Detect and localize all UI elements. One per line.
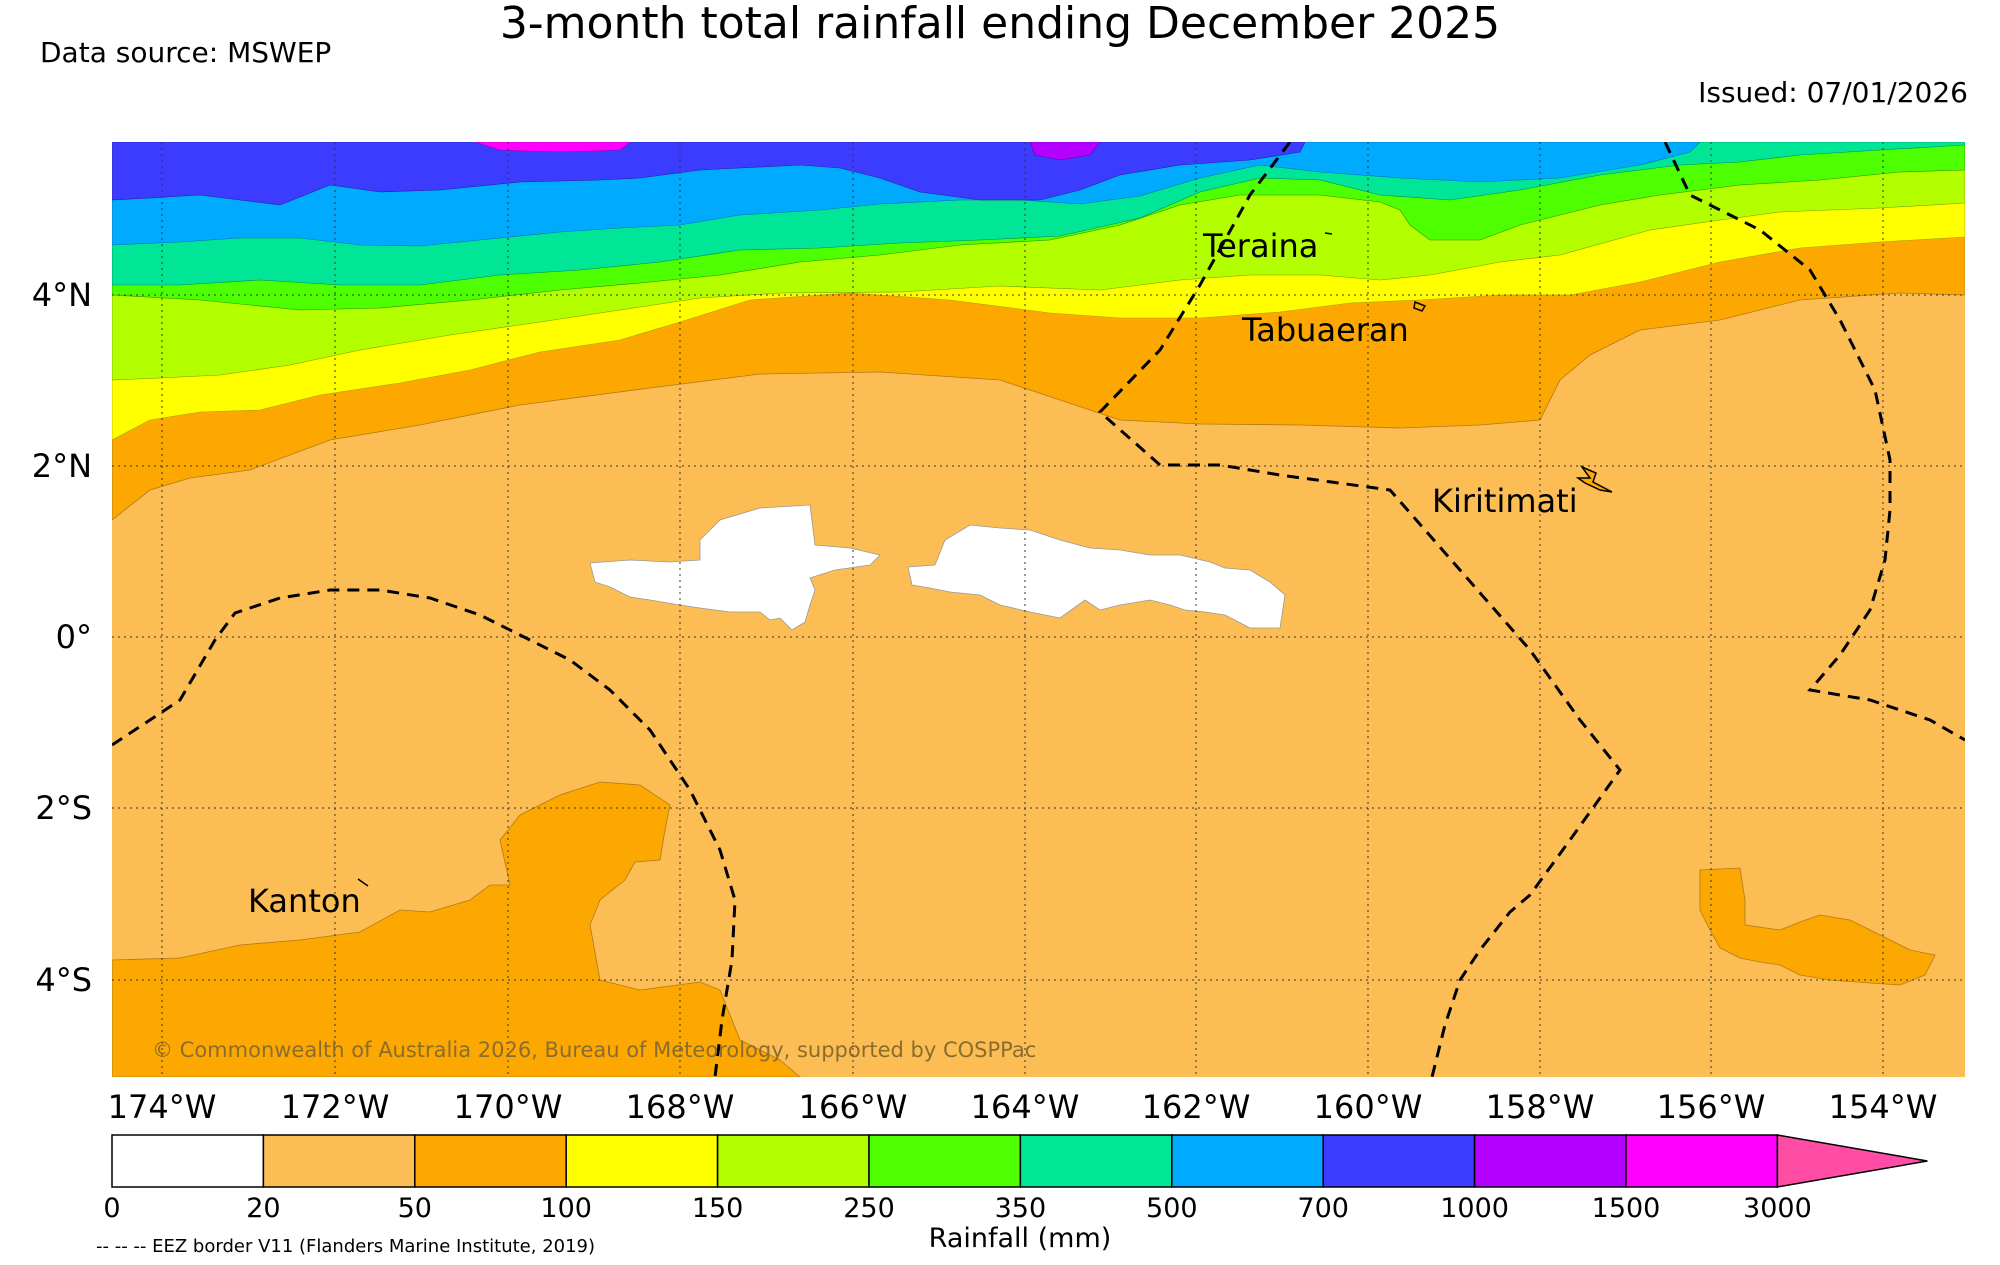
colorbar-tick-3: 100 xyxy=(540,1193,592,1224)
colorbar-box-8 xyxy=(1322,1134,1476,1188)
colorbar-tick-1: 20 xyxy=(246,1193,280,1224)
lon-label-168w: 168°W xyxy=(626,1088,735,1126)
lat-label-2s: 2°S xyxy=(35,789,92,827)
colorbar-box-1 xyxy=(262,1134,416,1188)
band-50-100-east xyxy=(1699,867,1936,986)
lat-label-2n: 2°N xyxy=(32,447,92,485)
lon-label-166w: 166°W xyxy=(799,1088,908,1126)
eez-footnote: -- -- -- EEZ border V11 (Flanders Marine… xyxy=(96,1236,596,1257)
colorbar-tick-5: 250 xyxy=(843,1193,895,1224)
place-kiritimati: Kiritimati xyxy=(1432,482,1578,520)
lon-label-164w: 164°W xyxy=(971,1088,1080,1126)
colorbar-box-7 xyxy=(1171,1134,1324,1188)
colorbar-box-5 xyxy=(868,1134,1022,1188)
colorbar-tick-2: 50 xyxy=(398,1193,432,1224)
colorbar-label: Rainfall (mm) xyxy=(929,1223,1112,1254)
map-title: 3-month total rainfall ending December 2… xyxy=(499,0,1501,49)
colorbar-box-10 xyxy=(1625,1134,1779,1188)
kanton-island xyxy=(357,878,369,887)
eez-borders xyxy=(112,142,1965,1077)
colorbar-tick-4: 150 xyxy=(692,1193,744,1224)
data-source: Data source: MSWEP xyxy=(40,36,332,69)
lon-label-156w: 156°W xyxy=(1657,1088,1766,1126)
colorbar-box-3 xyxy=(565,1134,719,1188)
rainfall-fill xyxy=(112,142,1965,1077)
islands xyxy=(357,232,1613,887)
band-1000-1500 xyxy=(1029,142,1101,161)
colorbar-box-9 xyxy=(1473,1134,1627,1188)
lon-label-158w: 158°W xyxy=(1486,1088,1595,1126)
tabuaeran-island xyxy=(1413,300,1427,312)
colorbar-tick-10: 1500 xyxy=(1592,1193,1661,1224)
band-1500-3000 xyxy=(474,142,631,153)
place-kanton: Kanton xyxy=(248,882,361,920)
copyright-notice: © Commonwealth of Australia 2026, Bureau… xyxy=(152,1038,1036,1062)
band-700-1000 xyxy=(112,142,1306,206)
lon-label-160w: 160°W xyxy=(1314,1088,1423,1126)
lat-label-4s: 4°S xyxy=(35,961,92,999)
band-0-20-west xyxy=(589,504,881,631)
lon-label-162w: 162°W xyxy=(1142,1088,1251,1126)
colorbar-tick-11: 3000 xyxy=(1743,1193,1812,1224)
band-50-100-south xyxy=(112,781,801,1077)
lon-label-174w: 174°W xyxy=(108,1088,217,1126)
issued-date: Issued: 07/01/2026 xyxy=(1698,76,1968,109)
lat-label-eq: 0° xyxy=(56,618,92,656)
kiritimati-island xyxy=(1575,465,1613,493)
colorbar-box-0 xyxy=(111,1134,265,1188)
lon-label-170w: 170°W xyxy=(454,1088,563,1126)
colorbar: 0 20 50 100 150 250 350 500 700 1000 1500 3000 xyxy=(103,1134,1928,1224)
place-tabuaeran: Tabuaeran xyxy=(1241,311,1409,349)
colorbar-tick-8: 700 xyxy=(1297,1193,1349,1224)
place-teraina: Teraina xyxy=(1202,227,1318,265)
colorbar-extension xyxy=(1776,1134,1928,1188)
colorbar-tick-6: 350 xyxy=(995,1193,1047,1224)
colorbar-tick-9: 1000 xyxy=(1440,1193,1509,1224)
colorbar-tick-7: 500 xyxy=(1146,1193,1198,1224)
lat-label-4n: 4°N xyxy=(32,276,92,314)
colorbar-box-4 xyxy=(716,1134,870,1188)
lon-label-172w: 172°W xyxy=(281,1088,390,1126)
lon-label-154w: 154°W xyxy=(1829,1088,1938,1126)
colorbar-box-6 xyxy=(1019,1134,1173,1188)
colorbar-tick-0: 0 xyxy=(103,1193,120,1224)
band-0-20-east xyxy=(907,524,1286,629)
colorbar-box-2 xyxy=(414,1134,567,1188)
teraina-island xyxy=(1324,232,1333,235)
